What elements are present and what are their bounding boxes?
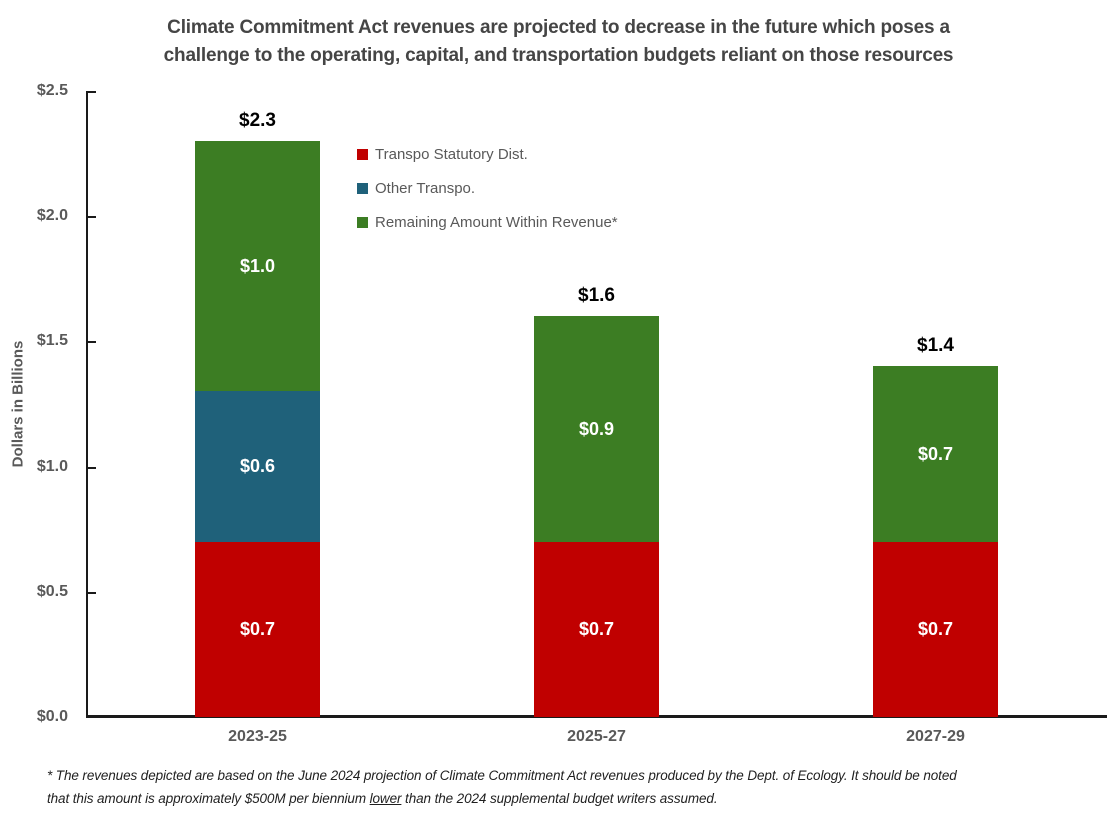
legend-label: Transpo Statutory Dist.	[375, 145, 528, 163]
bar-segment: $0.7	[195, 541, 320, 717]
footnote-line2-pre: that this amount is approximately $500M …	[47, 790, 370, 806]
segment-value-label: $0.7	[917, 443, 954, 464]
footnote-underlined-word: lower	[369, 790, 402, 806]
legend: Transpo Statutory Dist. Other Transpo. Rem…	[357, 145, 618, 249]
bar-2025-27: $0.9 $0.7	[534, 316, 659, 717]
x-axis-category-label: 2027-29	[906, 728, 965, 745]
y-tick-mark	[88, 216, 96, 219]
y-tick-mark	[88, 466, 96, 469]
segment-value-label: $0.7	[917, 618, 954, 639]
bar-2027-29: $0.7 $0.7	[873, 366, 998, 717]
legend-label: Other Transpo.	[375, 179, 476, 197]
legend-item: Remaining Amount Within Revenue*	[357, 213, 618, 231]
footnote-line2: that this amount is approximately $500M …	[47, 788, 1097, 811]
bar-total-label: $1.6	[578, 285, 615, 307]
y-tick-label: $2.0	[36, 207, 68, 225]
bar-segment: $1.0	[195, 141, 320, 392]
bar-total-label: $1.4	[917, 335, 954, 357]
bar-total-label: $2.3	[239, 110, 276, 132]
y-tick-label: $1.0	[36, 457, 68, 475]
segment-value-label: $0.7	[239, 618, 276, 639]
footnote: * The revenues depicted are based on the…	[47, 765, 1097, 811]
y-tick-mark	[88, 91, 96, 93]
bar-segment: $0.7	[873, 541, 998, 717]
y-tick-mark	[88, 341, 96, 344]
y-axis-title: Dollars in Billions	[9, 340, 27, 468]
plot-area: $0.0 $0.5 $1.0 $1.5 $2.0 $2.5 $1.0 $0.6 $0.7 $2.…	[37, 82, 1107, 745]
y-axis-line	[86, 91, 88, 717]
segment-value-label: $0.7	[578, 618, 615, 639]
segment-value-label: $0.9	[578, 418, 615, 439]
y-tick-mark	[88, 715, 96, 717]
bar-segment: $0.7	[534, 541, 659, 717]
legend-swatch	[357, 216, 368, 228]
segment-value-label: $0.6	[239, 456, 276, 477]
bar-2023-25: $1.0 $0.6 $0.7	[195, 141, 320, 717]
bar-segment: $0.9	[534, 316, 659, 542]
bar-segment: $0.6	[195, 391, 320, 542]
y-tick-mark	[88, 591, 96, 594]
segment-value-label: $1.0	[239, 255, 276, 276]
footnote-line2-post: than the 2024 supplemental budget writer…	[401, 790, 718, 806]
legend-swatch	[357, 148, 368, 160]
bar-segment: $0.7	[873, 366, 998, 542]
y-tick-label: $0.5	[36, 582, 68, 600]
chart-title: Climate Commitment Act revenues are proj…	[0, 14, 1117, 69]
legend-label: Remaining Amount Within Revenue*	[375, 213, 618, 231]
y-tick-label: $1.5	[36, 332, 68, 350]
y-tick-label: $0.0	[36, 708, 68, 725]
x-axis-category-label: 2025-27	[567, 728, 626, 745]
legend-item: Other Transpo.	[357, 179, 618, 197]
legend-swatch	[357, 182, 368, 194]
y-tick-label: $2.5	[36, 82, 68, 99]
legend-item: Transpo Statutory Dist.	[357, 145, 618, 163]
x-axis-category-label: 2023-25	[228, 728, 287, 745]
chart-title-line1: Climate Commitment Act revenues are proj…	[167, 17, 950, 38]
footnote-line1: * The revenues depicted are based on the…	[47, 768, 957, 783]
chart-title-line2: challenge to the operating, capital, and…	[163, 44, 954, 66]
